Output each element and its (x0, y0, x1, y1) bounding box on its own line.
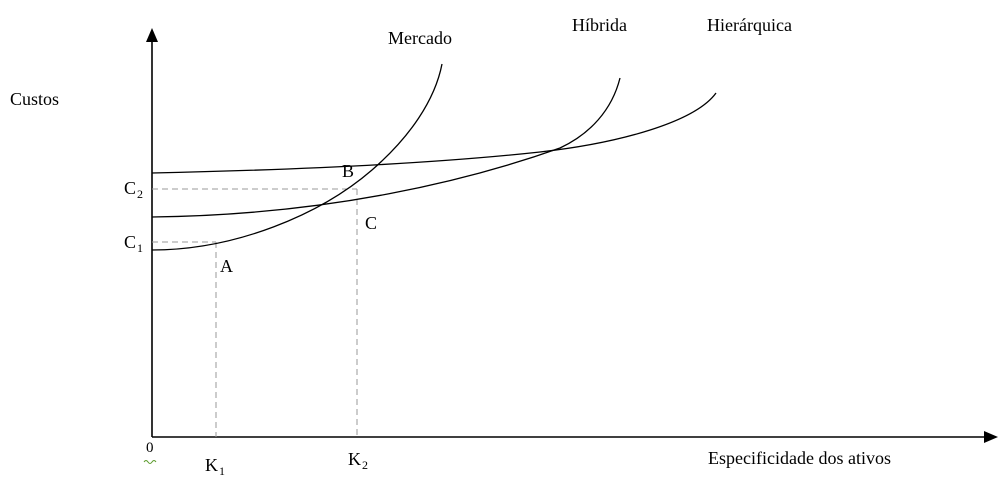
k2-tick-base: K (348, 449, 361, 469)
c2-tick-label: C2 (124, 178, 143, 200)
k2-tick-sub: 2 (362, 458, 368, 472)
k2-tick-label: K2 (348, 449, 368, 471)
c2-tick-sub: 2 (137, 187, 144, 201)
point-a-label: A (220, 256, 233, 276)
point-c-label: C (365, 213, 378, 233)
hierarquica-curve (151, 92, 717, 174)
mercado-curve (151, 63, 443, 251)
c1-tick-base: C (124, 232, 137, 252)
y-axis-arrowhead (146, 28, 158, 42)
x-axis-arrowhead (984, 431, 998, 443)
y-axis-label: Custos (10, 89, 60, 109)
c2-tick-base: C (124, 178, 137, 198)
mercado-label: Mercado (388, 28, 452, 48)
origin-squiggle (143, 460, 157, 464)
k1-tick-sub: 1 (219, 464, 225, 478)
c1-tick-sub: 1 (137, 241, 144, 255)
k1-tick-label: K1 (205, 455, 225, 477)
guide-lines (152, 188, 358, 437)
c1-tick-label: C1 (124, 232, 143, 254)
k1-tick-base: K (205, 455, 218, 475)
hibrida-label: Híbrida (572, 15, 627, 35)
x-axis-label: Especificidade dos ativos (708, 448, 891, 468)
hierarquica-label: Hierárquica (707, 15, 792, 35)
origin-label: 0 (146, 440, 154, 456)
point-b-label: B (342, 161, 355, 181)
hibrida-curve (151, 77, 621, 218)
